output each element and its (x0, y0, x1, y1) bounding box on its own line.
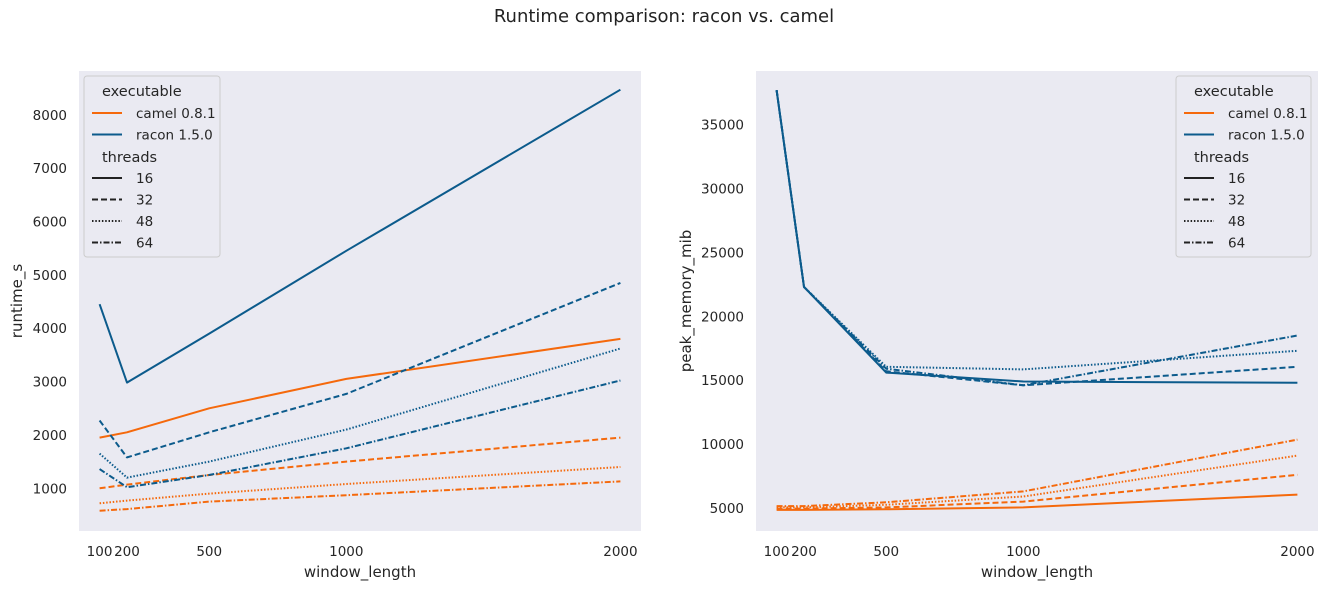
x-axis-label: window_length (304, 563, 416, 582)
x-tick-label: 500 (196, 544, 222, 560)
y-tick-label: 30000 (701, 182, 744, 198)
series-line-camel-48 (99, 466, 621, 505)
legend-box (83, 75, 221, 258)
legend-entry-label: camel 0.8.1 (1228, 106, 1308, 122)
y-tick-label: 4000 (33, 321, 67, 337)
series-line-camel-64 (99, 480, 621, 512)
legend: executable camel 0.8.1 racon 1.5.0 threads 1… (1175, 75, 1312, 258)
x-tick-label: 100 (764, 544, 790, 560)
y-tick-label: 1000 (33, 481, 67, 497)
legend-entry-label: 48 (1228, 214, 1245, 230)
legend-entry-label: 32 (136, 193, 153, 209)
chart-panel-1: 100 200 500 1000 2000 1000 2000 3000 4000 5000 600… (8, 71, 641, 582)
legend-entry-label: 16 (1228, 171, 1245, 187)
series-line-racon-16 (98, 88, 621, 384)
series-line-camel-32 (776, 473, 1298, 510)
y-axis-label: peak_memory_mib (677, 230, 696, 373)
legend-entry-label: 64 (136, 236, 153, 252)
legend-entry-label: racon 1.5.0 (1228, 128, 1305, 144)
x-tick-label: 2000 (1280, 544, 1314, 560)
y-tick-label: 15000 (701, 373, 744, 389)
x-tick-label: 500 (873, 544, 899, 560)
y-tick-label: 6000 (33, 214, 67, 230)
y-tick-label: 20000 (701, 309, 744, 325)
series-line-camel-48 (776, 454, 1298, 509)
y-tick-label: 8000 (33, 108, 67, 124)
y-tick-label: 10000 (701, 437, 744, 453)
legend-title-executable: executable (102, 84, 182, 100)
legend-entry-label: camel 0.8.1 (136, 106, 216, 122)
legend-entry-label: 32 (1228, 193, 1245, 209)
series-line-racon-32 (98, 281, 621, 459)
series-line-camel-16 (776, 493, 1298, 511)
legend-entry-label: 48 (136, 214, 153, 230)
x-tick-label: 200 (791, 544, 817, 560)
series-line-racon-32 (775, 90, 1298, 387)
y-tick-label: 3000 (33, 375, 67, 391)
figure-title: Runtime comparison: racon vs. camel (493, 6, 835, 27)
legend-box (1175, 75, 1312, 258)
legend-title-executable: executable (1194, 84, 1274, 100)
x-tick-label: 100 (87, 544, 113, 560)
x-axis-label: window_length (981, 563, 1093, 582)
y-axis-label: runtime_s (8, 264, 27, 339)
series-line-racon-64 (775, 90, 1298, 387)
legend-title-threads: threads (102, 150, 157, 166)
y-tick-label: 2000 (33, 428, 67, 444)
x-tick-label: 1000 (329, 544, 363, 560)
y-tick-label: 25000 (701, 245, 744, 261)
series-line-racon-48 (98, 347, 621, 479)
y-tick-label: 5000 (33, 268, 67, 284)
legend: executable camel 0.8.1 racon 1.5.0 threads 1… (83, 75, 221, 258)
y-tick-label: 5000 (710, 501, 744, 517)
y-tick-label: 7000 (33, 161, 67, 177)
series-line-racon-64 (99, 379, 621, 489)
x-tick-label: 200 (114, 544, 140, 560)
chart-panel-2: 100 200 500 1000 2000 5000 10000 15000 20000 2500… (677, 71, 1318, 582)
y-tick-label: 35000 (701, 118, 744, 134)
legend-entry-label: 16 (136, 171, 153, 187)
legend-entry-label: 64 (1228, 236, 1245, 252)
x-tick-label: 1000 (1006, 544, 1040, 560)
x-tick-label: 2000 (603, 544, 637, 560)
legend-title-threads: threads (1194, 150, 1249, 166)
legend-entry-label: racon 1.5.0 (136, 128, 213, 144)
series-line-camel-16 (99, 337, 621, 439)
